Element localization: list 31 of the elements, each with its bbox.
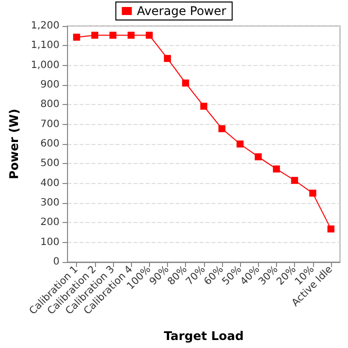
y-tick-label: 0: [53, 256, 60, 268]
point: [309, 190, 316, 197]
point: [146, 32, 153, 39]
y-tick-label: 200: [40, 217, 60, 228]
point: [164, 54, 171, 62]
y-axis-title: Power (W): [7, 108, 21, 180]
y-tick-label: 800: [40, 99, 60, 110]
point: [236, 140, 244, 148]
point: [91, 32, 98, 39]
legend-label: Average Power: [136, 4, 226, 18]
point: [254, 153, 262, 160]
y-tick-label: 500: [40, 158, 60, 170]
point: [327, 225, 334, 232]
point: [272, 165, 280, 172]
point: [182, 80, 190, 87]
point: [128, 32, 135, 39]
point: [200, 102, 208, 110]
y-tick-label: 400: [40, 178, 60, 189]
y-tick-label: 700: [40, 118, 60, 130]
y-tick-label: 900: [40, 80, 60, 90]
y-tick-label: 600: [40, 138, 60, 150]
y-tick-label: 1,000: [30, 60, 60, 71]
y-tick-label: 300: [40, 198, 60, 208]
y-tick-label: 1,100: [30, 40, 60, 52]
point: [109, 32, 116, 39]
point: [218, 125, 226, 132]
x-axis-title: Target Load: [164, 329, 244, 343]
point: [73, 34, 80, 41]
y-tick-label: 100: [40, 236, 60, 248]
y-tick-label: 1,200: [30, 20, 60, 32]
point: [291, 176, 298, 184]
